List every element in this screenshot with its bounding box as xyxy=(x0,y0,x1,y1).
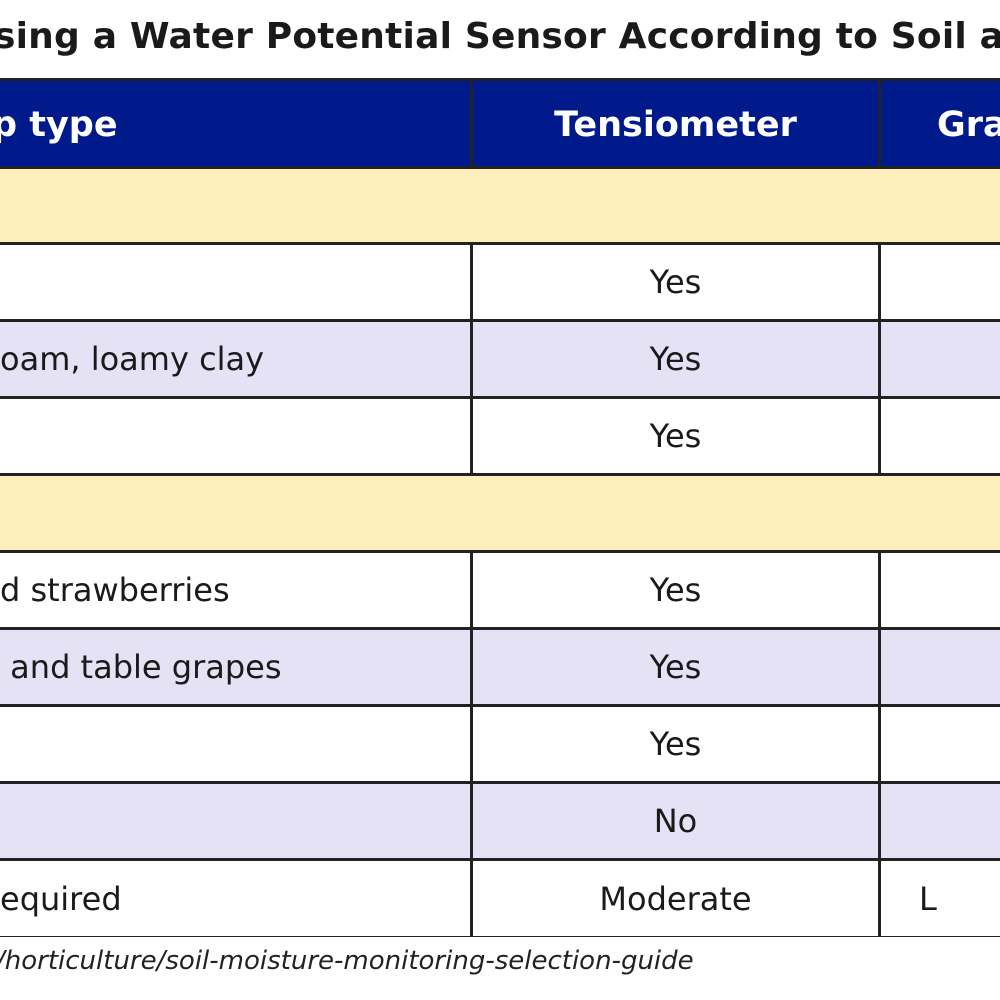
table-row: Yes xyxy=(0,242,1000,319)
table-cell xyxy=(878,630,1000,704)
table-cell: Yes xyxy=(470,245,878,319)
table-cell: Yes xyxy=(470,322,878,396)
table-row: Yes xyxy=(0,704,1000,781)
section-row xyxy=(0,473,1000,550)
table-cell: Yes xyxy=(470,553,878,627)
table-cell: No xyxy=(470,784,878,858)
section-row xyxy=(0,166,1000,242)
table-cell xyxy=(878,399,1000,473)
table-cell xyxy=(878,553,1000,627)
table-cell xyxy=(878,322,1000,396)
table-row: Yes xyxy=(0,396,1000,473)
table-cell: Yes xyxy=(470,399,878,473)
table-row: d strawberries Yes xyxy=(0,550,1000,627)
table-cell xyxy=(0,707,470,781)
table-cell: Yes xyxy=(470,630,878,704)
table-cell: Moderate xyxy=(470,861,878,936)
table-cell: Yes xyxy=(470,707,878,781)
table-row: and table grapes Yes xyxy=(0,627,1000,704)
title: sing a Water Potential Sensor According … xyxy=(0,16,1000,57)
table-row: No xyxy=(0,781,1000,858)
table-cell xyxy=(0,399,470,473)
source: /horticulture/soil-moisture-monitoring-s… xyxy=(0,946,694,976)
header-cell: p type xyxy=(0,104,118,145)
table-row: oam, loamy clay Yes xyxy=(0,319,1000,396)
header-cell: Tensiometer xyxy=(470,81,878,168)
table-cell: d strawberries xyxy=(0,571,230,609)
table-cell: and table grapes xyxy=(0,648,282,686)
table-cell xyxy=(878,245,1000,319)
table-cell xyxy=(878,784,1000,858)
table-cell xyxy=(878,707,1000,781)
table-cell: oam, loamy clay xyxy=(0,340,265,378)
table-cell: L xyxy=(878,861,1000,936)
header-cell: Gra xyxy=(878,81,1000,168)
table-row: equired Moderate L xyxy=(0,858,1000,936)
header-row: p type Tensiometer Gra xyxy=(0,78,1000,168)
table-cell: equired xyxy=(0,879,122,918)
table-cell xyxy=(0,245,470,319)
table-cell xyxy=(0,784,470,858)
